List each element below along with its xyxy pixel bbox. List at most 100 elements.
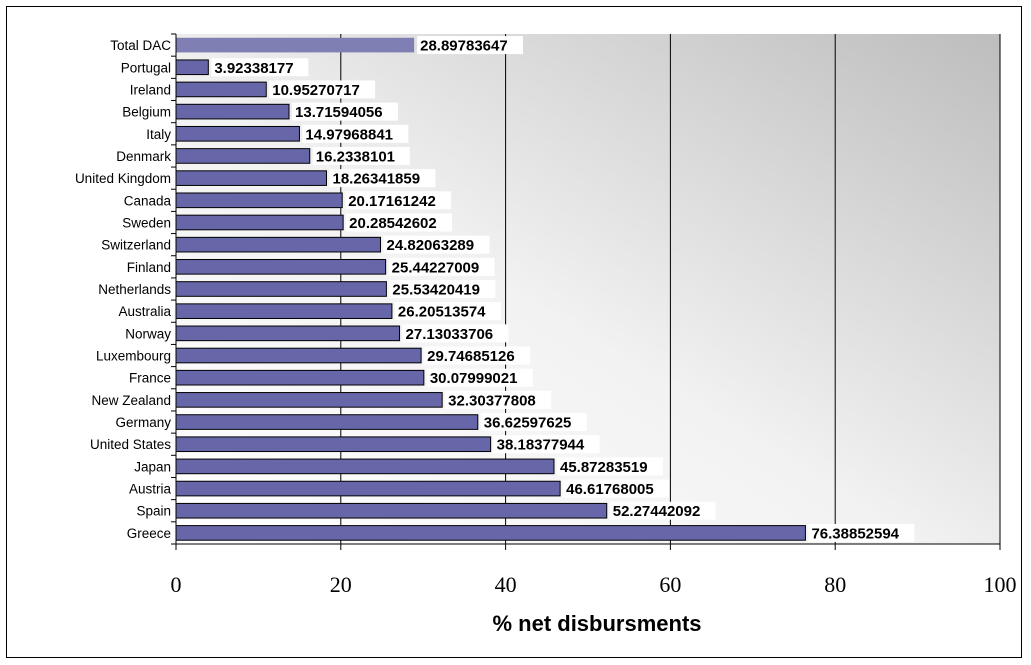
category-label: New Zealand bbox=[91, 393, 171, 408]
value-label: 52.27442092 bbox=[613, 503, 701, 520]
value-label: 27.13033706 bbox=[406, 326, 494, 343]
category-label: Total DAC bbox=[110, 38, 171, 53]
bar bbox=[175, 325, 401, 342]
category-label: Austria bbox=[129, 482, 172, 497]
value-label-bg bbox=[389, 280, 496, 298]
value-label-bg bbox=[402, 324, 509, 343]
bar bbox=[175, 103, 290, 120]
category-label: Portugal bbox=[121, 60, 171, 75]
category-label: Spain bbox=[136, 504, 171, 519]
bar bbox=[175, 214, 344, 231]
value-label: 30.07999021 bbox=[430, 370, 518, 387]
value-label: 24.82063289 bbox=[387, 237, 475, 254]
bar bbox=[175, 458, 555, 475]
category-labels: Total DAC Portugal Ireland Belgium Italy Denm… bbox=[75, 38, 172, 541]
value-label: 13.71594056 bbox=[295, 104, 383, 121]
value-label: 76.38852594 bbox=[811, 525, 899, 542]
value-label-bg bbox=[480, 413, 587, 432]
bar bbox=[175, 303, 393, 319]
value-label-bg bbox=[329, 169, 436, 188]
category-label: United Kingdom bbox=[75, 171, 171, 186]
value-label: 10.95270717 bbox=[272, 82, 360, 99]
x-tick-label: 40 bbox=[495, 572, 517, 597]
bar bbox=[176, 37, 415, 53]
bar bbox=[175, 369, 425, 386]
value-label: 25.53420419 bbox=[392, 282, 480, 299]
bar bbox=[175, 281, 387, 297]
x-tick-label: 20 bbox=[330, 572, 352, 597]
category-label: United States bbox=[90, 437, 171, 452]
value-label-bg bbox=[394, 302, 501, 321]
value-label-bg bbox=[563, 479, 670, 498]
bar bbox=[175, 59, 209, 76]
value-label-bg bbox=[383, 235, 490, 254]
value-label: 38.18377944 bbox=[497, 437, 585, 454]
bars bbox=[175, 37, 806, 541]
value-label: 25.44227009 bbox=[392, 259, 480, 276]
value-label-bg bbox=[388, 257, 495, 276]
value-label-bg bbox=[426, 368, 533, 387]
value-label: 36.62597625 bbox=[484, 415, 572, 432]
value-label: 29.74685126 bbox=[427, 348, 515, 365]
bar bbox=[175, 259, 387, 275]
category-label: Japan bbox=[134, 459, 171, 474]
value-label-bg bbox=[493, 435, 600, 454]
x-tick-label: 0 bbox=[171, 572, 182, 597]
value-label: 18.26341859 bbox=[332, 171, 420, 188]
category-label: Finland bbox=[127, 260, 171, 275]
value-label: 26.20513574 bbox=[398, 304, 486, 321]
value-label: 46.61768005 bbox=[566, 481, 654, 498]
value-label: 16.2338101 bbox=[316, 148, 395, 165]
value-label-bg bbox=[211, 58, 309, 77]
bar bbox=[175, 170, 327, 186]
category-label: Germany bbox=[115, 415, 171, 430]
bar bbox=[175, 436, 492, 453]
value-label: 28.89783647 bbox=[420, 38, 508, 55]
category-label: Luxembourg bbox=[96, 349, 171, 364]
value-label-bg bbox=[312, 146, 410, 165]
bar bbox=[175, 148, 311, 164]
value-label: 32.30377808 bbox=[448, 392, 536, 409]
category-label: Switzerland bbox=[101, 238, 171, 253]
category-label: Italy bbox=[146, 127, 171, 142]
category-label: Belgium bbox=[122, 105, 171, 120]
bar bbox=[175, 392, 443, 408]
category-label: France bbox=[129, 371, 171, 386]
category-label: Denmark bbox=[116, 149, 171, 164]
x-tick-label: 80 bbox=[824, 572, 846, 597]
axes bbox=[171, 33, 1001, 550]
value-label-bg bbox=[556, 457, 663, 476]
value-label: 14.97968841 bbox=[305, 126, 393, 143]
value-label-bg bbox=[292, 102, 398, 121]
category-label: Netherlands bbox=[98, 282, 171, 297]
value-label-bg bbox=[445, 390, 552, 409]
value-label: 20.17161242 bbox=[348, 193, 436, 210]
value-label-bg bbox=[269, 80, 376, 99]
category-label: Sweden bbox=[122, 215, 171, 230]
bar bbox=[175, 414, 479, 430]
category-label: Norway bbox=[125, 326, 171, 341]
bar bbox=[175, 525, 806, 541]
tick-labels: 0 20 40 60 80 100 bbox=[171, 572, 1017, 597]
bar bbox=[175, 125, 300, 142]
category-label: Greece bbox=[127, 526, 171, 541]
category-label: Australia bbox=[118, 304, 171, 319]
bar bbox=[175, 347, 422, 364]
value-labels: 28.89783647 3.92338177 10.95270717 13.71594… bbox=[211, 36, 915, 542]
value-label-bg bbox=[346, 213, 453, 232]
value-label-bg bbox=[302, 124, 409, 143]
value-label-bg bbox=[808, 523, 915, 542]
category-label: Canada bbox=[124, 193, 172, 208]
bar bbox=[175, 480, 561, 497]
category-label: Ireland bbox=[130, 82, 171, 97]
bar bbox=[175, 502, 608, 519]
value-label-bg bbox=[609, 501, 716, 520]
x-tick-label: 60 bbox=[659, 572, 681, 597]
x-axis-title: % net disbursments bbox=[492, 611, 701, 636]
value-label: 45.87283519 bbox=[560, 459, 648, 476]
value-label-bg bbox=[417, 36, 524, 55]
value-label-bg bbox=[345, 191, 452, 210]
value-label-bg bbox=[424, 346, 531, 365]
value-label: 3.92338177 bbox=[214, 60, 293, 77]
